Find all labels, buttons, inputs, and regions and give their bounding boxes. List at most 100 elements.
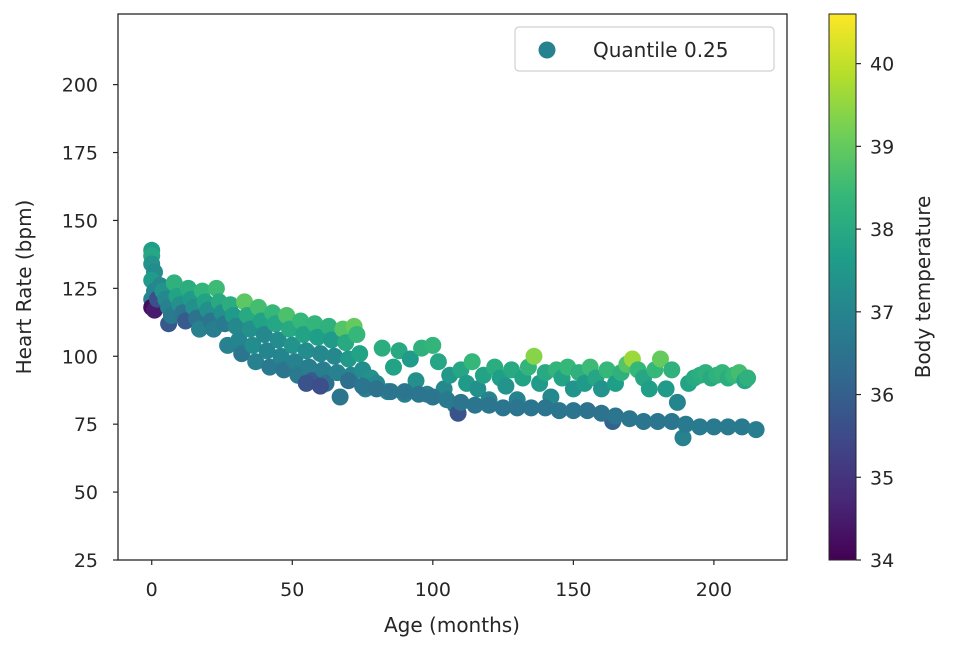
y-tick-label: 200 <box>62 75 98 97</box>
scatter-point <box>297 374 315 392</box>
scatter-point <box>165 274 183 292</box>
colorbar-tick-label: 38 <box>870 219 894 241</box>
scatter-point <box>230 331 248 349</box>
scatter-point <box>311 377 329 395</box>
colorbar: 34 35 36 37 38 39 40 Body temperature <box>828 13 935 572</box>
scatter-point <box>340 372 357 390</box>
scatter-point <box>640 380 658 398</box>
scatter-point <box>351 345 369 363</box>
scatter-point <box>593 404 610 422</box>
scatter-point <box>227 317 245 335</box>
x-tick-label: 50 <box>280 579 304 601</box>
y-tick-label: 150 <box>62 210 98 232</box>
y-tick-label: 100 <box>62 346 98 368</box>
plot-frame <box>117 13 788 561</box>
scatter-point <box>663 361 681 379</box>
x-tick-label: 150 <box>555 579 591 601</box>
scatter-point <box>300 358 318 376</box>
scatter-point <box>261 358 279 376</box>
y-tick-label: 125 <box>62 278 98 300</box>
scatter-point <box>373 339 391 357</box>
plot-area <box>118 14 787 560</box>
x-axis-title: Age (months) <box>384 613 520 637</box>
scatter-point <box>578 402 596 420</box>
y-tick-label: 175 <box>62 143 98 165</box>
scatter-point <box>657 380 675 398</box>
scatter-point <box>598 361 616 379</box>
scatter-point <box>564 402 582 420</box>
scatter-point <box>649 413 667 430</box>
scatter-point <box>236 293 253 311</box>
scatter-point <box>607 407 624 425</box>
y-tick-label: 50 <box>74 482 98 504</box>
colorbar-tick-label: 40 <box>870 54 894 76</box>
scatter-point <box>244 336 262 354</box>
colorbar-ticks: 34 35 36 37 38 39 40 <box>856 54 894 572</box>
y-axis-title: Heart Rate (bpm) <box>12 200 36 375</box>
legend-marker <box>538 41 556 59</box>
y-tick-label: 75 <box>74 414 98 436</box>
legend: Quantile 0.25 <box>514 26 775 72</box>
scatter-point <box>269 331 287 349</box>
scatter-point <box>452 393 470 411</box>
scatter-point <box>593 380 610 398</box>
y-axis: 25 50 75 100 125 150 175 200 <box>62 75 118 572</box>
scatter-point <box>247 353 265 371</box>
scatter-point <box>272 347 290 365</box>
scatter-point <box>536 399 554 417</box>
legend-box <box>514 26 775 72</box>
scatter-point <box>401 350 419 368</box>
scatter-point <box>739 369 757 387</box>
scatter-point <box>331 388 349 406</box>
colorbar-tick-label: 34 <box>870 550 894 572</box>
colorbar-gradient <box>828 13 857 561</box>
scatter-point <box>407 372 425 390</box>
scatter-point <box>674 429 692 447</box>
scatter-point <box>348 326 366 343</box>
scatter-point <box>311 345 329 363</box>
scatter-point <box>733 418 751 436</box>
scatter-point <box>382 383 400 401</box>
colorbar-tick-label: 35 <box>870 467 894 489</box>
scatter-point <box>508 399 526 417</box>
scatter-point <box>297 342 315 360</box>
scatter-point <box>621 410 639 428</box>
scatter-point <box>320 317 338 335</box>
scatter-point <box>705 418 723 436</box>
scatter-point <box>463 353 481 371</box>
y-tick-label: 25 <box>74 550 98 572</box>
scatter-point <box>325 347 343 365</box>
scatter-point <box>668 393 686 411</box>
x-tick-label: 100 <box>415 579 451 601</box>
scatter-point <box>385 358 402 376</box>
scatter-point <box>309 328 327 346</box>
scatter-point <box>466 396 484 414</box>
scatter-point <box>250 298 267 316</box>
colorbar-tick-label: 37 <box>870 302 894 324</box>
scatter-point <box>368 380 386 398</box>
scatter-point <box>283 336 301 354</box>
scatter-point <box>314 361 332 379</box>
scatter-point <box>652 350 669 368</box>
scatter-point <box>323 331 341 349</box>
scatter-point <box>522 399 540 417</box>
scatter-point <box>691 418 709 436</box>
scatter-point <box>469 380 487 398</box>
scatter-point <box>354 377 372 395</box>
scatter-point <box>635 413 653 430</box>
scatter-point <box>677 415 695 433</box>
legend-label: Quantile 0.25 <box>593 38 729 62</box>
scatter-point <box>494 399 512 417</box>
colorbar-tick-label: 39 <box>870 136 894 158</box>
scatter-point <box>663 413 681 430</box>
x-axis: 0 50 100 150 200 <box>146 560 732 601</box>
colorbar-tick-label: 36 <box>870 385 894 407</box>
scatter-point <box>396 383 414 401</box>
colorbar-label: Body temperature <box>911 196 935 379</box>
scatter-point <box>295 326 312 343</box>
scatter-point <box>410 385 428 403</box>
scatter-point <box>292 312 310 330</box>
scatter-point <box>306 315 324 333</box>
scatter-point <box>429 353 447 371</box>
